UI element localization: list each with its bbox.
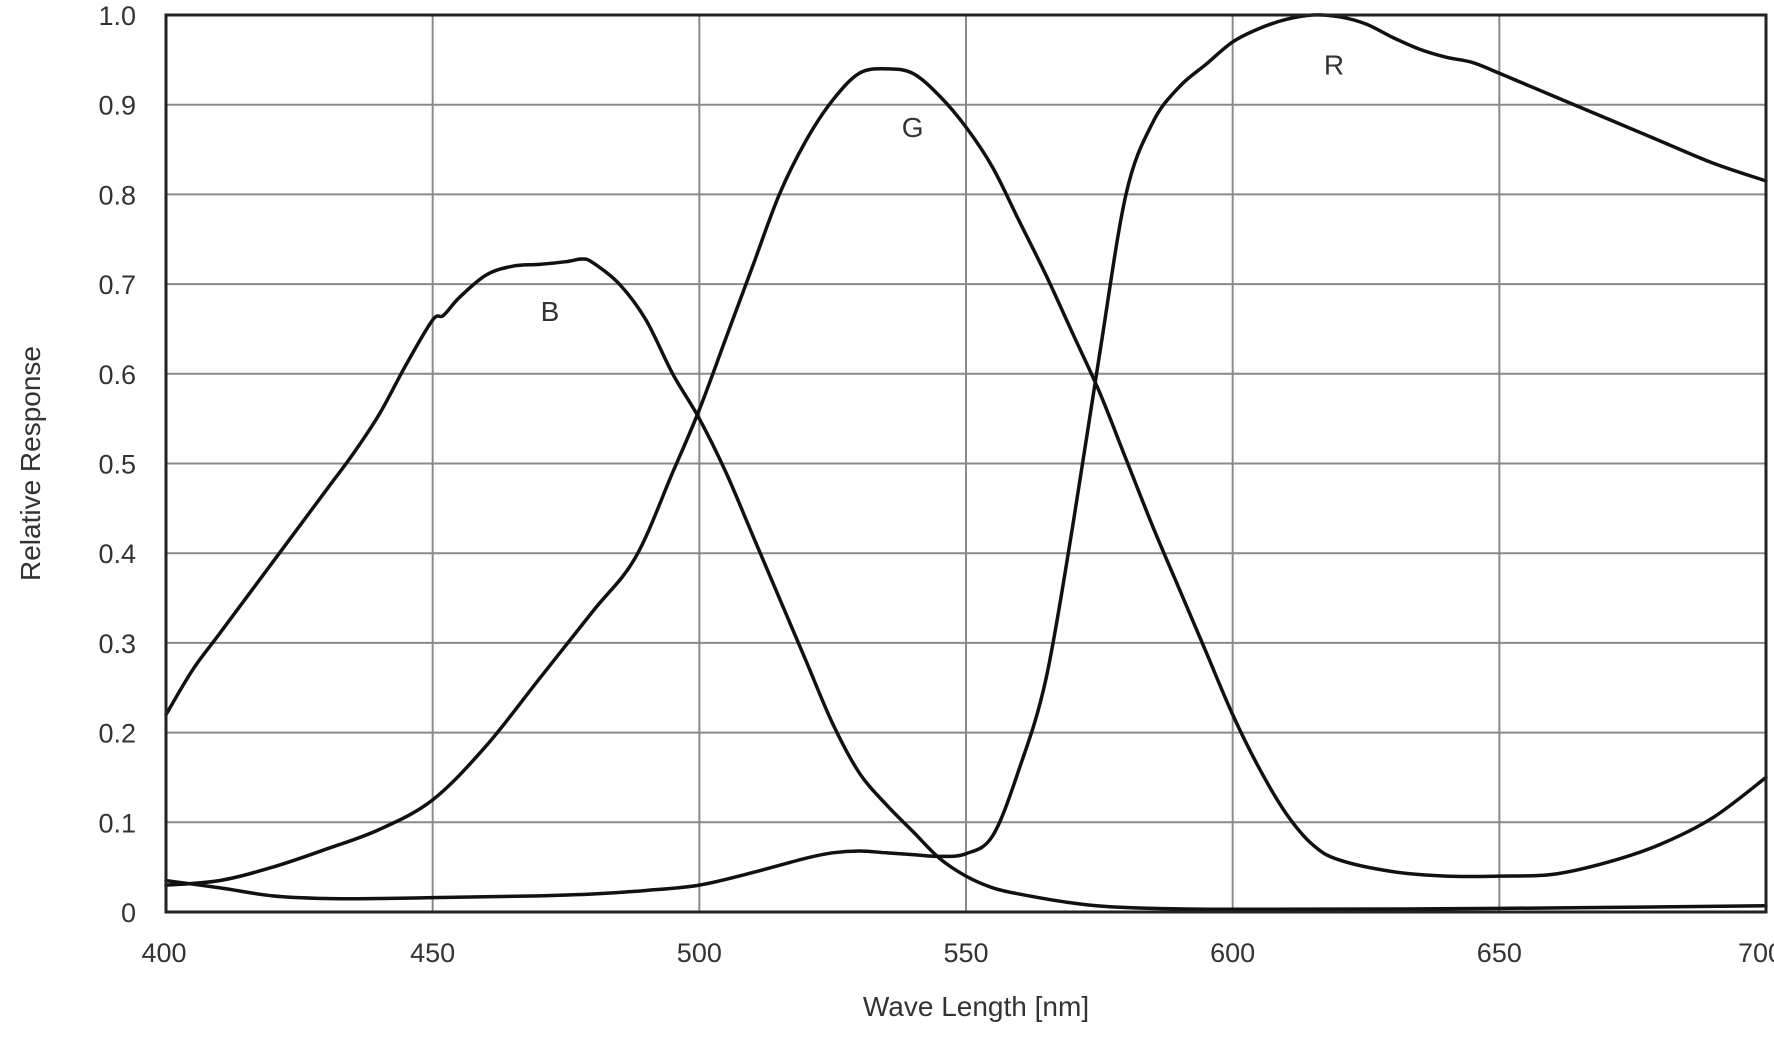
x-tick-label: 500: [677, 938, 722, 968]
series-label-g: G: [902, 112, 924, 143]
plot-area-frame: [164, 13, 1768, 914]
y-tick-label: 1.0: [98, 1, 136, 31]
series-line-g: [164, 67, 1768, 887]
y-tick-label: 0: [121, 898, 136, 928]
x-tick-label: 600: [1210, 938, 1255, 968]
x-tick-label: 450: [410, 938, 455, 968]
x-tick-label: 700: [1738, 938, 1774, 968]
series-line-r: [164, 13, 1768, 901]
y-tick-label: 0.9: [98, 91, 136, 121]
x-tick-label: 550: [943, 938, 988, 968]
x-tick-label: 650: [1477, 938, 1522, 968]
y-tick-label: 0.7: [98, 270, 136, 300]
y-tick-label: 0.3: [98, 629, 136, 659]
y-axis-label: Relative Response: [15, 346, 46, 581]
y-tick-label: 0.4: [98, 539, 136, 569]
grid-lines: [166, 15, 1766, 912]
tick-labels: 400 450 500 550 600 650 700 0 0.1 0.2 0.3 0.4 0.5 0.6…: [98, 1, 1774, 968]
series-line-b: [164, 257, 1768, 912]
y-tick-label: 0.6: [98, 360, 136, 390]
y-tick-label: 0.5: [98, 450, 136, 480]
series-label-r: R: [1324, 49, 1344, 80]
y-tick-label: 0.8: [98, 180, 136, 210]
y-tick-label: 0.1: [98, 808, 136, 838]
x-axis-label: Wave Length [nm]: [863, 991, 1089, 1022]
x-tick-label: 400: [141, 938, 186, 968]
curves: [164, 13, 1768, 912]
curve-labels: B G R: [541, 49, 1344, 327]
series-label-b: B: [541, 296, 560, 327]
y-tick-label: 0.2: [98, 719, 136, 749]
